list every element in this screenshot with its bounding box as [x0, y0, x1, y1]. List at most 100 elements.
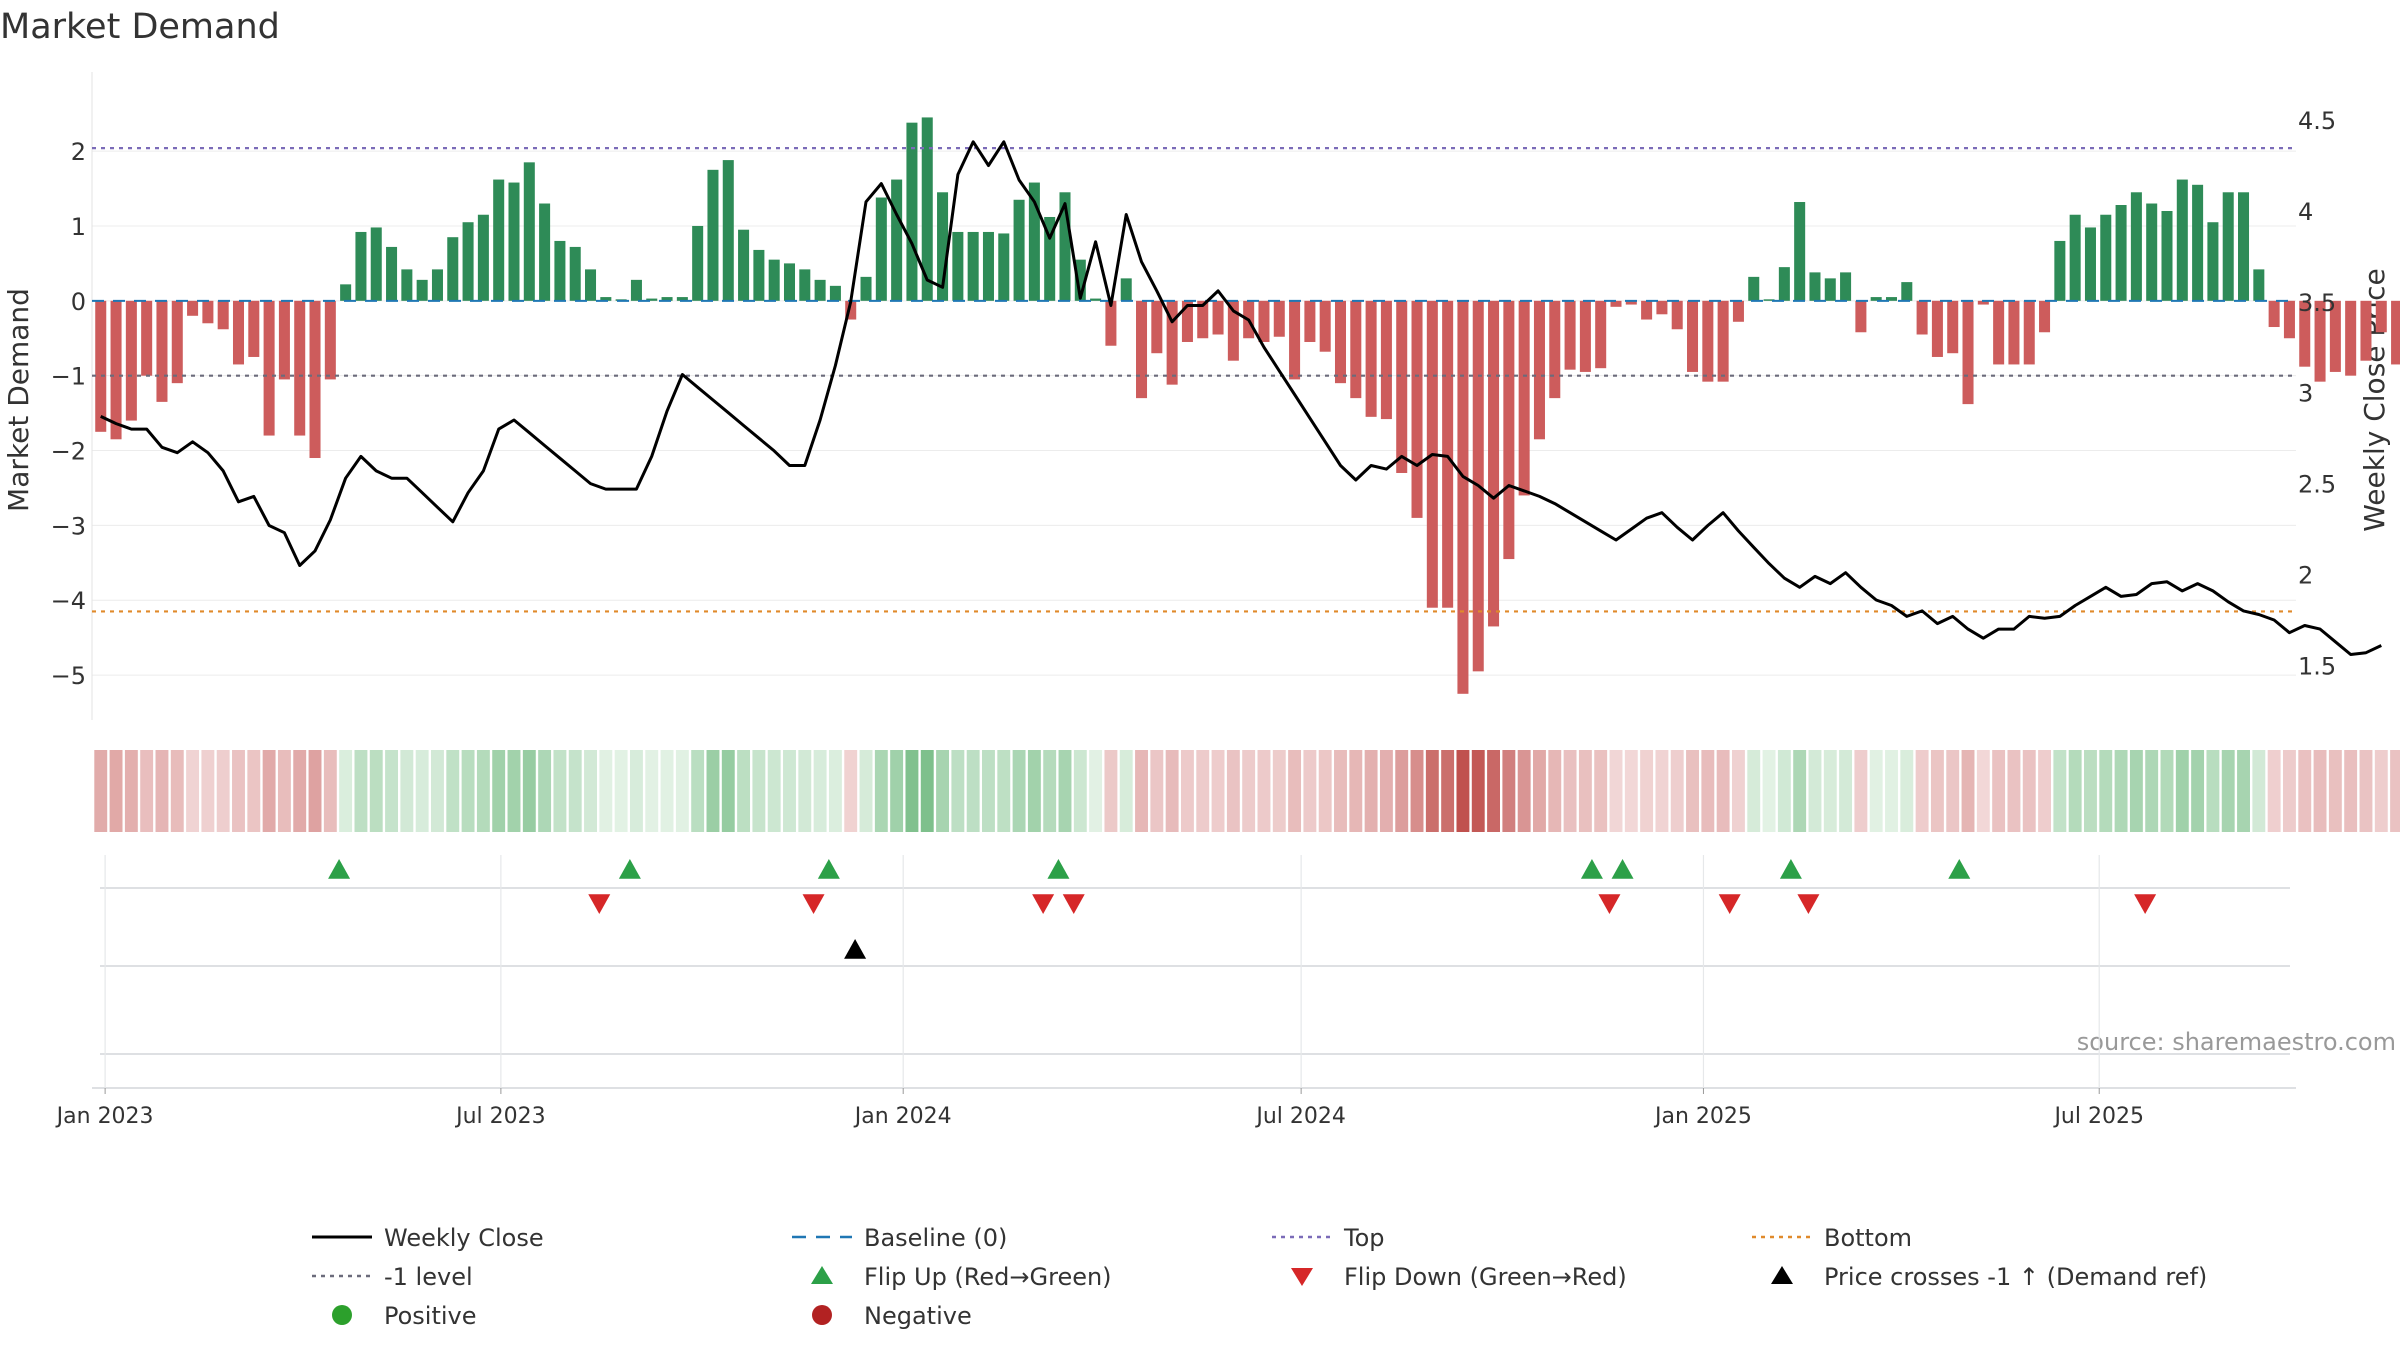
demand-bar — [1885, 297, 1898, 301]
demand-bar — [2130, 192, 2142, 301]
demand-bar — [1151, 300, 1163, 354]
demand-bar — [707, 169, 719, 301]
legend-label: Flip Up (Red→Green) — [864, 1263, 1112, 1291]
heat-cell — [2007, 750, 2021, 832]
demand-bar — [1212, 300, 1224, 335]
heat-cell — [1242, 750, 1256, 832]
heat-cell — [1379, 750, 1393, 832]
demand-ref-marker — [844, 939, 867, 959]
heat-cell — [2145, 750, 2159, 832]
heat-cell — [522, 750, 536, 832]
reference-lines — [92, 147, 2296, 613]
heat-cell — [507, 750, 521, 832]
heat-cell — [2282, 750, 2296, 832]
heat-cell — [951, 750, 965, 832]
demand-bar — [1977, 300, 1989, 305]
demand-bar — [2253, 269, 2265, 301]
legend-swatch-triangle-up — [811, 1266, 833, 1284]
legend: Weekly Close Baseline (0) Top Bottom -1 leve… — [312, 1224, 2207, 1330]
demand-bar — [1488, 300, 1500, 627]
heat-cell — [1303, 750, 1317, 832]
heat-cell — [1012, 750, 1026, 832]
flip-down-marker — [1718, 894, 1741, 914]
heat-cell — [2298, 750, 2312, 832]
heat-cell — [1196, 750, 1210, 832]
event-marker-rows — [92, 855, 2296, 1089]
demand-bar — [370, 227, 382, 301]
heat-cell — [1594, 750, 1608, 832]
heat-cell — [2114, 750, 2128, 832]
heat-cell — [2053, 750, 2067, 832]
heat-cell — [476, 750, 490, 832]
heat-cell — [813, 750, 827, 832]
y-tick-label: 1 — [71, 213, 86, 241]
heat-cell — [568, 750, 582, 832]
demand-bar — [355, 231, 367, 301]
flip-up-marker — [1580, 859, 1603, 879]
heat-cell — [874, 750, 888, 832]
demand-bar — [539, 203, 551, 301]
heat-cell — [1211, 750, 1225, 832]
heat-cell — [936, 750, 950, 832]
heat-cell — [1165, 750, 1179, 832]
demand-bar — [431, 269, 443, 301]
y-right-tick-label: 2 — [2298, 562, 2313, 590]
demand-bar — [187, 300, 199, 316]
heat-cell — [385, 750, 399, 832]
heat-cell — [277, 750, 291, 832]
demand-bar — [921, 117, 933, 301]
heat-cell — [369, 750, 383, 832]
demand-bar — [982, 231, 994, 301]
y-axis-label: Market Demand — [2, 288, 35, 512]
heat-cell — [262, 750, 276, 832]
demand-bar — [1763, 299, 1775, 301]
demand-bar — [202, 300, 214, 324]
demand-bar — [1687, 300, 1699, 372]
demand-bar — [508, 182, 520, 301]
heat-cell — [584, 750, 597, 832]
demand-bar — [2039, 300, 2051, 333]
demand-bar — [768, 259, 780, 301]
heat-cell — [492, 750, 506, 832]
demand-bar — [967, 231, 979, 301]
heat-cell — [629, 750, 643, 832]
demand-bar — [1916, 300, 1928, 335]
demand-bar — [2375, 300, 2387, 333]
heat-cell — [1502, 750, 1516, 832]
demand-bar — [95, 300, 107, 432]
heat-cell — [1425, 750, 1439, 832]
heat-cell — [1548, 750, 1562, 832]
demand-bar — [1013, 199, 1025, 301]
heat-cell — [1777, 750, 1791, 832]
heat-cell — [982, 750, 995, 832]
demand-bar — [1595, 300, 1607, 369]
demand-bar — [2008, 300, 2020, 365]
demand-bar — [646, 298, 658, 301]
x-tick-label: Jan 2023 — [55, 1104, 154, 1129]
heat-cell — [1808, 750, 1822, 832]
heat-cell — [828, 750, 842, 832]
heat-cell — [1089, 750, 1103, 832]
heat-cell — [1410, 750, 1424, 832]
demand-bar — [2207, 222, 2219, 301]
heat-cell — [2267, 750, 2281, 832]
heat-cell — [293, 750, 307, 832]
demand-bar — [248, 300, 260, 357]
flip-down-marker — [802, 894, 825, 914]
x-tick-label: Jan 2024 — [853, 1104, 952, 1129]
legend-swatch-circle — [812, 1305, 832, 1325]
heat-cell — [538, 750, 552, 832]
demand-bar — [2100, 214, 2112, 301]
demand-bar — [217, 300, 229, 330]
heat-cell — [553, 750, 567, 832]
heat-cell — [1180, 750, 1194, 832]
heat-cell — [109, 750, 123, 832]
heat-cell — [752, 750, 766, 832]
demand-bar — [2314, 300, 2326, 382]
heat-cell — [1915, 750, 1929, 832]
heat-cell — [2022, 750, 2036, 832]
legend-label: Negative — [864, 1302, 972, 1330]
heat-cell — [1058, 750, 1072, 832]
demand-bar — [1442, 300, 1454, 608]
y-tick-label: 2 — [71, 138, 86, 166]
